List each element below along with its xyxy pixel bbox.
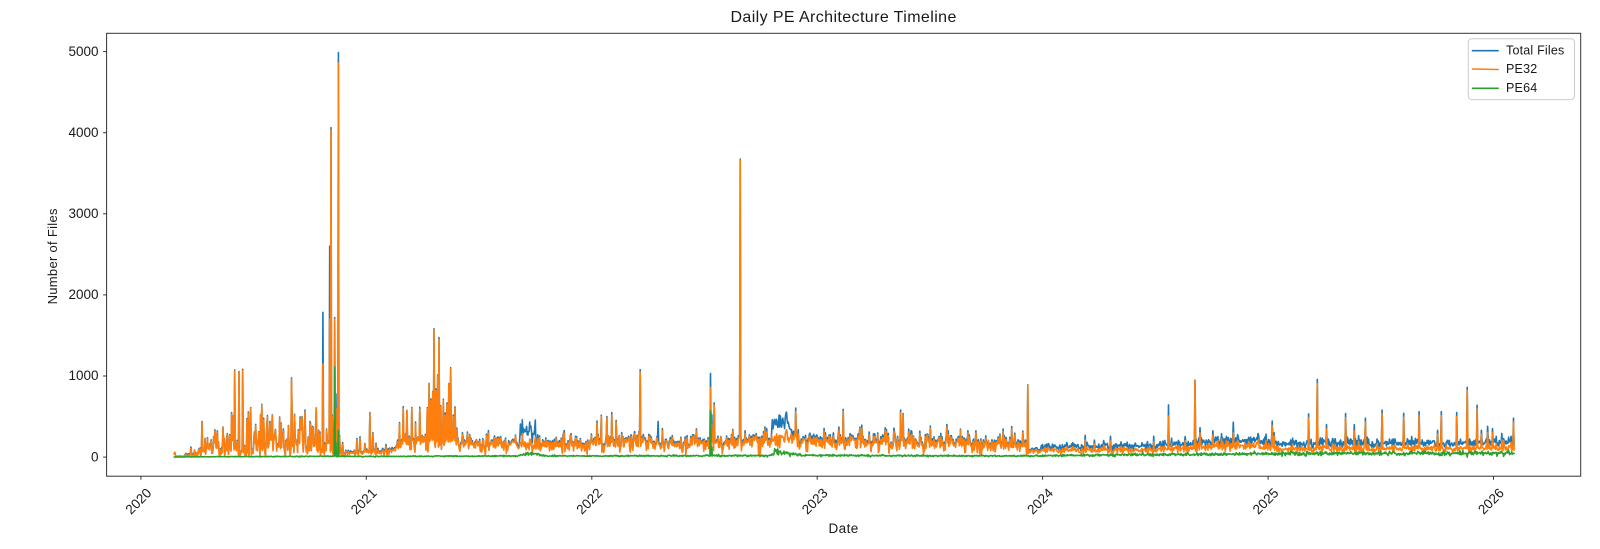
svg-text:2000: 2000 [68,287,98,302]
svg-text:Total Files: Total Files [1506,44,1564,58]
svg-text:PE32: PE32 [1506,62,1537,76]
svg-text:Date: Date [829,521,859,536]
svg-text:0: 0 [91,449,99,464]
svg-text:PE64: PE64 [1506,81,1537,95]
svg-text:Number of Files: Number of Files [45,208,60,304]
svg-text:5000: 5000 [68,44,98,59]
svg-text:3000: 3000 [68,206,98,221]
svg-text:1000: 1000 [68,368,98,383]
svg-text:4000: 4000 [68,125,98,140]
svg-text:Daily PE Architecture Timeline: Daily PE Architecture Timeline [730,9,956,26]
